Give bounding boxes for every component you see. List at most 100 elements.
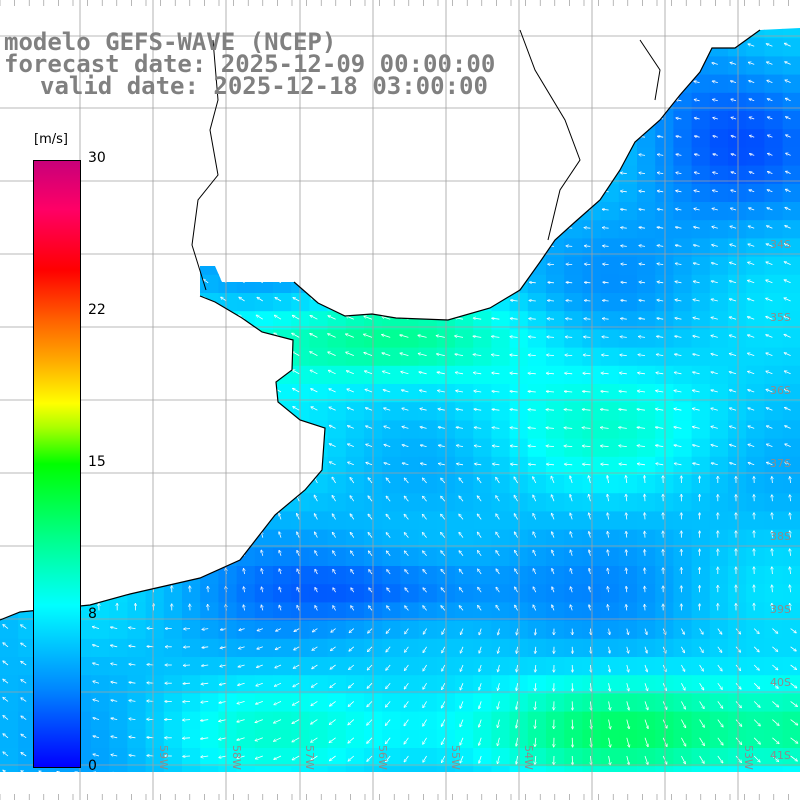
wind-cell bbox=[600, 329, 620, 349]
wind-cell bbox=[327, 493, 347, 512]
wind-arrow bbox=[130, 152, 136, 156]
wind-arrow bbox=[583, 373, 591, 374]
wind-arrow bbox=[657, 318, 664, 319]
wind-cell bbox=[254, 566, 274, 585]
wind-cell bbox=[709, 111, 729, 130]
wind-cell bbox=[163, 511, 183, 531]
longitude-label: 53W bbox=[742, 745, 755, 770]
wind-arrow bbox=[475, 227, 482, 228]
wind-arrow bbox=[328, 334, 336, 338]
wind-cell bbox=[200, 620, 219, 640]
wind-cell bbox=[782, 56, 800, 76]
wind-cell bbox=[473, 274, 492, 294]
wind-arrow bbox=[2, 390, 9, 393]
wind-cell bbox=[91, 111, 110, 130]
wind-arrow bbox=[111, 279, 118, 284]
wind-cell bbox=[236, 602, 256, 622]
wind-arrow bbox=[731, 190, 737, 192]
wind-cell bbox=[345, 529, 365, 549]
wind-arrow bbox=[675, 354, 682, 355]
wind-cell bbox=[546, 129, 565, 148]
wind-arrow bbox=[621, 282, 627, 283]
wind-arrow bbox=[639, 118, 646, 119]
wind-arrow bbox=[312, 189, 318, 193]
wind-arrow bbox=[402, 245, 409, 247]
wind-cell bbox=[764, 602, 784, 622]
wind-arrow bbox=[748, 371, 755, 375]
wind-cell bbox=[473, 384, 492, 403]
wind-arrow bbox=[457, 136, 464, 137]
wind-arrow bbox=[112, 134, 118, 138]
wind-cell bbox=[254, 183, 274, 203]
wind-cell bbox=[145, 711, 165, 731]
wind-cell bbox=[400, 165, 420, 185]
wind-cell bbox=[109, 347, 128, 367]
wind-cell bbox=[618, 38, 638, 57]
wind-cell bbox=[382, 693, 401, 713]
wind-cell bbox=[618, 329, 638, 349]
wind-cell bbox=[782, 438, 800, 458]
wind-cell bbox=[145, 365, 165, 385]
wind-cell bbox=[218, 620, 238, 640]
wind-cell bbox=[455, 147, 474, 167]
wind-arrow bbox=[2, 317, 9, 320]
wind-cell bbox=[291, 438, 310, 458]
wind-cell bbox=[600, 38, 620, 57]
wind-arrow bbox=[749, 99, 755, 101]
wind-arrow bbox=[784, 316, 791, 320]
wind-cell bbox=[400, 529, 420, 549]
wind-arrow bbox=[94, 425, 100, 429]
wind-cell bbox=[0, 693, 19, 713]
longitude-label: 57W bbox=[303, 745, 316, 770]
wind-cell bbox=[127, 748, 147, 767]
wind-cell bbox=[382, 384, 401, 403]
wind-arrow bbox=[364, 353, 373, 356]
wind-arrow bbox=[183, 683, 191, 684]
wind-arrow bbox=[566, 191, 573, 192]
wind-arrow bbox=[492, 300, 500, 301]
wind-cell bbox=[200, 129, 219, 148]
wind-cell bbox=[600, 384, 620, 403]
wind-cell bbox=[691, 238, 711, 258]
wind-cell bbox=[54, 766, 74, 772]
wind-cell bbox=[564, 274, 583, 294]
wind-cell bbox=[273, 256, 292, 276]
wind-arrow bbox=[511, 64, 518, 65]
wind-arrow bbox=[602, 137, 609, 138]
wind-arrow bbox=[20, 262, 27, 265]
wind-cell bbox=[345, 547, 365, 567]
wind-arrow bbox=[457, 227, 464, 228]
latitude-label: 35S bbox=[770, 311, 791, 324]
wind-cell bbox=[91, 129, 110, 148]
wind-cell bbox=[0, 147, 19, 167]
wind-arrow bbox=[784, 353, 791, 356]
wind-arrow bbox=[729, 372, 737, 375]
wind-cell bbox=[455, 256, 474, 276]
wind-arrow bbox=[203, 152, 209, 156]
wind-arrow bbox=[766, 298, 773, 302]
wind-cell bbox=[564, 129, 583, 148]
wind-cell bbox=[491, 456, 511, 476]
wind-arrow bbox=[784, 298, 791, 302]
wind-arrow bbox=[346, 316, 354, 320]
wind-arrow bbox=[473, 336, 482, 337]
wind-arrow bbox=[239, 406, 245, 411]
wind-cell bbox=[473, 256, 492, 276]
wind-cell bbox=[418, 620, 438, 640]
wind-cell bbox=[546, 766, 565, 772]
wind-cell bbox=[618, 638, 638, 658]
wind-cell bbox=[345, 384, 365, 403]
wind-cell bbox=[200, 493, 219, 512]
wind-cell bbox=[691, 329, 711, 349]
wind-cell bbox=[72, 111, 92, 130]
wind-cell bbox=[764, 92, 784, 112]
wind-cell bbox=[691, 729, 711, 749]
wind-arrow bbox=[675, 263, 682, 264]
wind-cell bbox=[782, 165, 800, 185]
wind-arrow bbox=[366, 244, 373, 247]
wind-cell bbox=[200, 729, 219, 749]
wind-cell bbox=[327, 384, 347, 403]
wind-arrow bbox=[275, 461, 282, 466]
wind-cell bbox=[637, 420, 656, 440]
wind-arrow bbox=[729, 281, 737, 284]
